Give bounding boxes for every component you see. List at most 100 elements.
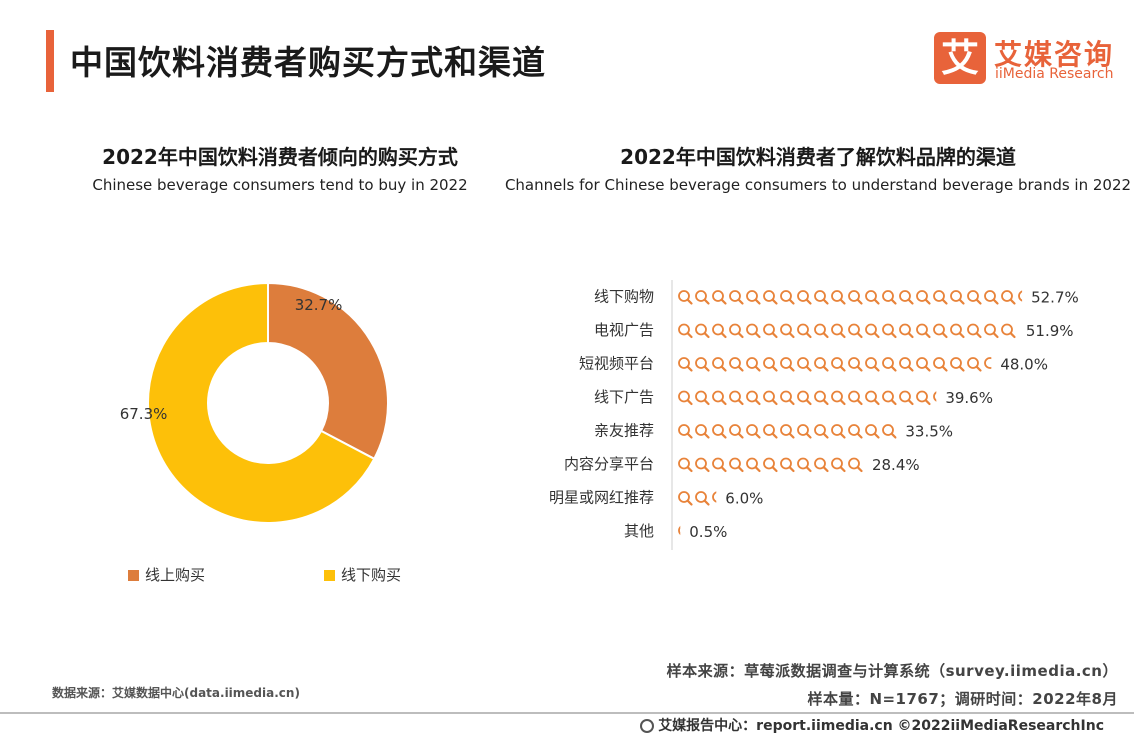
magnifier-icon [712,424,727,439]
magnifier-icon [712,323,727,339]
data-source: 数据来源：艾媒数据中心(data.iimedia.cn) [52,686,300,700]
category-label: 线下广告 [594,388,654,406]
magnifier-bar [678,525,681,536]
magnifier-icon [712,390,727,406]
magnifier-icon [848,390,863,406]
bar-value-label: 51.9% [1026,322,1074,340]
magnifier-icon [865,390,880,406]
magnifier-icon [916,357,931,372]
bar-value-label: 28.4% [872,456,920,474]
legend-item-online: 线上购买 [128,564,205,585]
magnifier-icon [916,290,931,305]
report-center: 艾媒报告中心：report.iimedia.cn ©2022iiMediaRes… [640,715,1104,735]
magnifier-icon [899,357,914,372]
magnifier-icon [729,357,744,372]
magnifier-icon [729,457,744,473]
donut-chart: 32.7% 67.3% [120,281,389,524]
magnifier-icon [797,457,812,473]
magnifier-icon [950,323,965,339]
magnifier-icon [780,457,795,473]
brand-logo: 艾 艾媒咨询 iiMedia Research [934,32,1124,88]
magnifier-icon [763,357,778,372]
magnifier-icon [933,391,937,402]
magnifier-icon [831,290,846,305]
bar-value-label: 6.0% [725,490,763,508]
magnifier-icon [712,357,727,372]
magnifier-icon [678,357,693,372]
magnifier-bar [678,323,1016,339]
magnifier-icon [678,491,693,506]
magnifier-icon [831,323,846,339]
magnifier-icon [865,323,880,339]
magnifier-icon [814,290,829,305]
magnifier-bar [678,491,717,506]
magnifier-icon [746,357,761,372]
magnifier-icon [695,457,710,473]
magnifier-icon [950,357,965,372]
magnifier-icon [780,424,795,439]
magnifier-icon [695,491,710,506]
bar-chart-subtitle: Channels for Chinese beverage consumers … [504,176,1132,194]
magnifier-icon [712,290,727,305]
globe-icon [640,719,655,733]
magnifier-icon [729,290,744,305]
magnifier-icon [882,290,897,305]
logo-mark: 艾 [934,32,986,84]
magnifier-icon [729,390,744,406]
magnifier-icon [678,525,681,536]
magnifier-icon [865,290,880,305]
sample-source: 样本来源：草莓派数据调查与计算系统（survey.iimedia.cn） [666,662,1118,680]
magnifier-bar [678,457,863,473]
channel-bar-chart: 线下购物 52.7% 电视广告 51.9% 短视频平台 48.0% 线下广告 39.6% 亲友推… [549,280,1079,550]
magnifier-icon [695,390,710,406]
magnifier-icon [780,323,795,339]
magnifier-icon [797,357,812,372]
magnifier-icon [678,457,693,473]
magnifier-icon [967,357,982,372]
magnifier-icon [712,491,717,503]
magnifier-icon [916,323,931,339]
magnifier-icon [695,424,710,439]
magnifier-icon [814,424,829,439]
magnifier-icon [797,323,812,339]
magnifier-icon [882,357,897,372]
legend-label-online: 线上购买 [145,566,206,584]
magnifier-icon [933,357,948,372]
magnifier-icon [763,290,778,305]
magnifier-icon [712,457,727,473]
magnifier-icon [695,357,710,372]
magnifier-icon [967,290,982,305]
magnifier-icon [848,357,863,372]
magnifier-bar [678,424,897,439]
report-center-text: 艾媒报告中心：report.iimedia.cn ©2022iiMediaRes… [658,718,1104,734]
footer-divider [0,712,1134,714]
magnifier-icon [814,457,829,473]
magnifier-icon [899,290,914,305]
title-accent-bar [46,30,54,92]
logo-name-cn: 艾媒咨询 [994,38,1115,71]
magnifier-icon [950,290,965,305]
bar-value-label: 0.5% [689,523,727,541]
pie-chart-subtitle: Chinese beverage consumers tend to buy i… [92,176,468,194]
magnifier-icon [916,390,931,406]
magnifier-icon [899,323,914,339]
magnifier-icon [695,290,710,305]
magnifier-icon [797,290,812,305]
magnifier-icon [831,390,846,406]
pie-chart-title: 2022年中国饮料消费者倾向的购买方式 [102,145,458,169]
magnifier-icon [882,424,897,439]
magnifier-icon [1001,290,1016,305]
magnifier-icon [984,290,999,305]
logo-name-en: iiMedia Research [995,66,1114,82]
magnifier-icon [967,323,982,339]
page-title: 中国饮料消费者购买方式和渠道 [70,43,546,82]
legend-swatch-online [128,570,139,581]
magnifier-icon [814,323,829,339]
magnifier-icon [848,424,863,439]
magnifier-icon [984,323,999,339]
magnifier-icon [848,290,863,305]
magnifier-icon [882,323,897,339]
magnifier-icon [678,424,693,439]
category-label: 其他 [624,522,654,540]
magnifier-icon [933,323,948,339]
